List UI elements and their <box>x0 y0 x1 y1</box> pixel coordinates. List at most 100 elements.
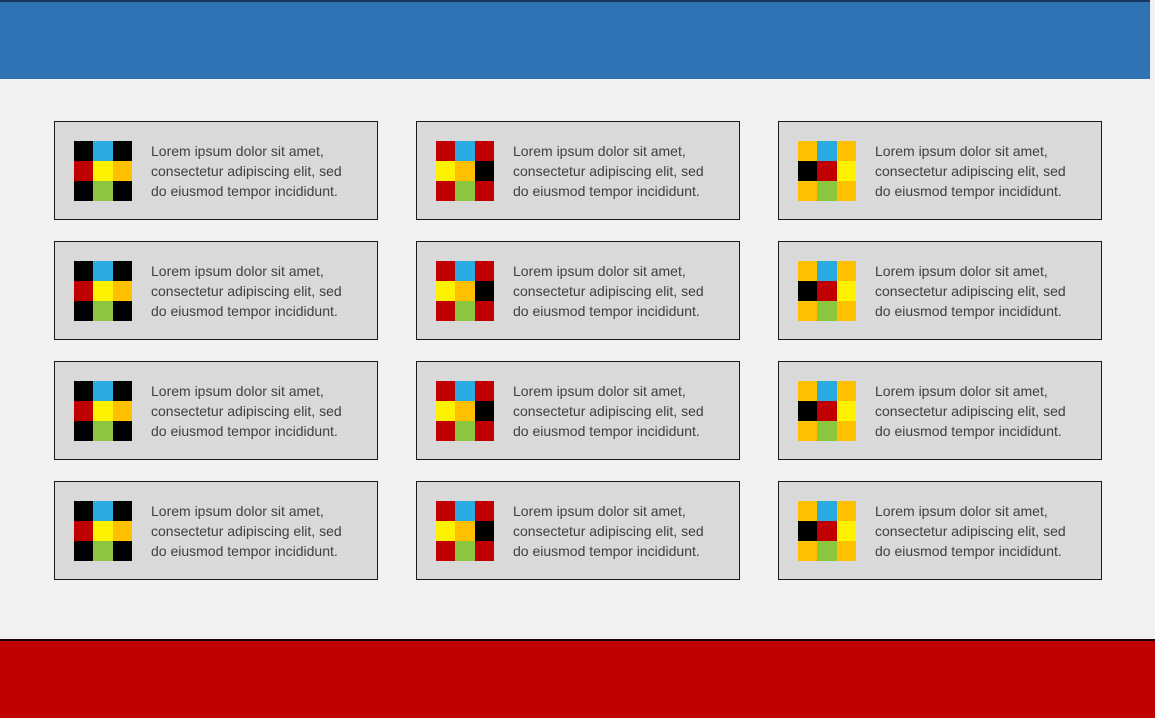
red-square <box>817 160 837 181</box>
card: Lorem ipsum dolor sit amet, consectetur a… <box>54 121 378 220</box>
card: Lorem ipsum dolor sit amet, consectetur a… <box>778 241 1102 340</box>
card-text-line: Lorem ipsum dolor sit amet, <box>875 142 1048 159</box>
orange-square <box>836 140 856 161</box>
red-square <box>436 140 456 161</box>
red-square <box>436 380 456 401</box>
green-square <box>817 420 837 441</box>
yellow-square <box>836 280 856 301</box>
yellow-square <box>93 160 113 181</box>
card-text-line: do eiusmod tempor incididunt. <box>513 182 700 199</box>
card-text: Lorem ipsum dolor sit amet, consectetur a… <box>875 261 1066 321</box>
black-square <box>74 500 94 521</box>
card-text-line: do eiusmod tempor incididunt. <box>513 302 700 319</box>
blue-square <box>93 260 113 281</box>
red-square <box>474 420 494 441</box>
black-square <box>112 540 132 561</box>
red-square <box>74 400 94 421</box>
red-square <box>474 500 494 521</box>
card-text-line: Lorem ipsum dolor sit amet, <box>513 382 686 399</box>
green-square <box>817 540 837 561</box>
black-square <box>798 520 818 541</box>
card-text-line: Lorem ipsum dolor sit amet, <box>875 382 1048 399</box>
green-square <box>455 420 475 441</box>
black-square <box>474 160 494 181</box>
card-text-line: do eiusmod tempor incididunt. <box>151 422 338 439</box>
color-grid-icon <box>798 500 856 561</box>
orange-square <box>455 400 475 421</box>
card-text: Lorem ipsum dolor sit amet, consectetur a… <box>513 261 704 321</box>
card-text-line: consectetur adipiscing elit, sed <box>875 282 1066 299</box>
green-square <box>93 420 113 441</box>
card-text-line: consectetur adipiscing elit, sed <box>513 402 704 419</box>
card-text-line: Lorem ipsum dolor sit amet, <box>151 382 324 399</box>
blue-square <box>817 380 837 401</box>
black-square <box>112 380 132 401</box>
card: Lorem ipsum dolor sit amet, consectetur a… <box>416 361 740 460</box>
orange-square <box>455 280 475 301</box>
blue-square <box>93 140 113 161</box>
black-square <box>74 540 94 561</box>
header-bar <box>0 0 1150 79</box>
green-square <box>93 540 113 561</box>
black-square <box>798 160 818 181</box>
yellow-square <box>436 520 456 541</box>
orange-square <box>112 400 132 421</box>
card-text-line: consectetur adipiscing elit, sed <box>875 522 1066 539</box>
black-square <box>74 300 94 321</box>
card-text-line: do eiusmod tempor incididunt. <box>513 542 700 559</box>
card: Lorem ipsum dolor sit amet, consectetur a… <box>416 241 740 340</box>
card-text: Lorem ipsum dolor sit amet, consectetur a… <box>513 141 704 201</box>
black-square <box>798 400 818 421</box>
orange-square <box>836 380 856 401</box>
red-square <box>474 540 494 561</box>
card-text: Lorem ipsum dolor sit amet, consectetur a… <box>513 381 704 441</box>
card-grid: Lorem ipsum dolor sit amet, consectetur a… <box>54 121 1102 580</box>
yellow-square <box>436 160 456 181</box>
green-square <box>817 300 837 321</box>
black-square <box>112 500 132 521</box>
blue-square <box>455 380 475 401</box>
yellow-square <box>436 400 456 421</box>
orange-square <box>836 260 856 281</box>
color-grid-icon <box>798 380 856 441</box>
orange-square <box>798 140 818 161</box>
card-text-line: consectetur adipiscing elit, sed <box>151 522 342 539</box>
red-square <box>817 400 837 421</box>
orange-square <box>836 540 856 561</box>
green-square <box>93 180 113 201</box>
card-text-line: consectetur adipiscing elit, sed <box>151 282 342 299</box>
card-text-line: do eiusmod tempor incididunt. <box>151 302 338 319</box>
red-square <box>474 300 494 321</box>
color-grid-icon <box>436 500 494 561</box>
orange-square <box>798 180 818 201</box>
color-grid-icon <box>436 380 494 441</box>
black-square <box>74 260 94 281</box>
card-text-line: do eiusmod tempor incididunt. <box>875 302 1062 319</box>
card-text-line: consectetur adipiscing elit, sed <box>151 162 342 179</box>
red-square <box>474 180 494 201</box>
yellow-square <box>836 520 856 541</box>
card-text-line: consectetur adipiscing elit, sed <box>875 402 1066 419</box>
black-square <box>112 140 132 161</box>
orange-square <box>836 300 856 321</box>
card-text-line: consectetur adipiscing elit, sed <box>513 162 704 179</box>
red-square <box>74 160 94 181</box>
blue-square <box>455 140 475 161</box>
orange-square <box>798 500 818 521</box>
red-square <box>74 280 94 301</box>
orange-square <box>836 500 856 521</box>
orange-square <box>112 520 132 541</box>
card-text-line: Lorem ipsum dolor sit amet, <box>875 262 1048 279</box>
card-text-line: do eiusmod tempor incididunt. <box>151 182 338 199</box>
yellow-square <box>836 400 856 421</box>
yellow-square <box>836 160 856 181</box>
card-text: Lorem ipsum dolor sit amet, consectetur a… <box>151 501 342 561</box>
red-square <box>436 300 456 321</box>
black-square <box>474 400 494 421</box>
red-square <box>474 140 494 161</box>
black-square <box>798 280 818 301</box>
card: Lorem ipsum dolor sit amet, consectetur a… <box>778 481 1102 580</box>
green-square <box>93 300 113 321</box>
yellow-square <box>93 280 113 301</box>
blue-square <box>93 380 113 401</box>
